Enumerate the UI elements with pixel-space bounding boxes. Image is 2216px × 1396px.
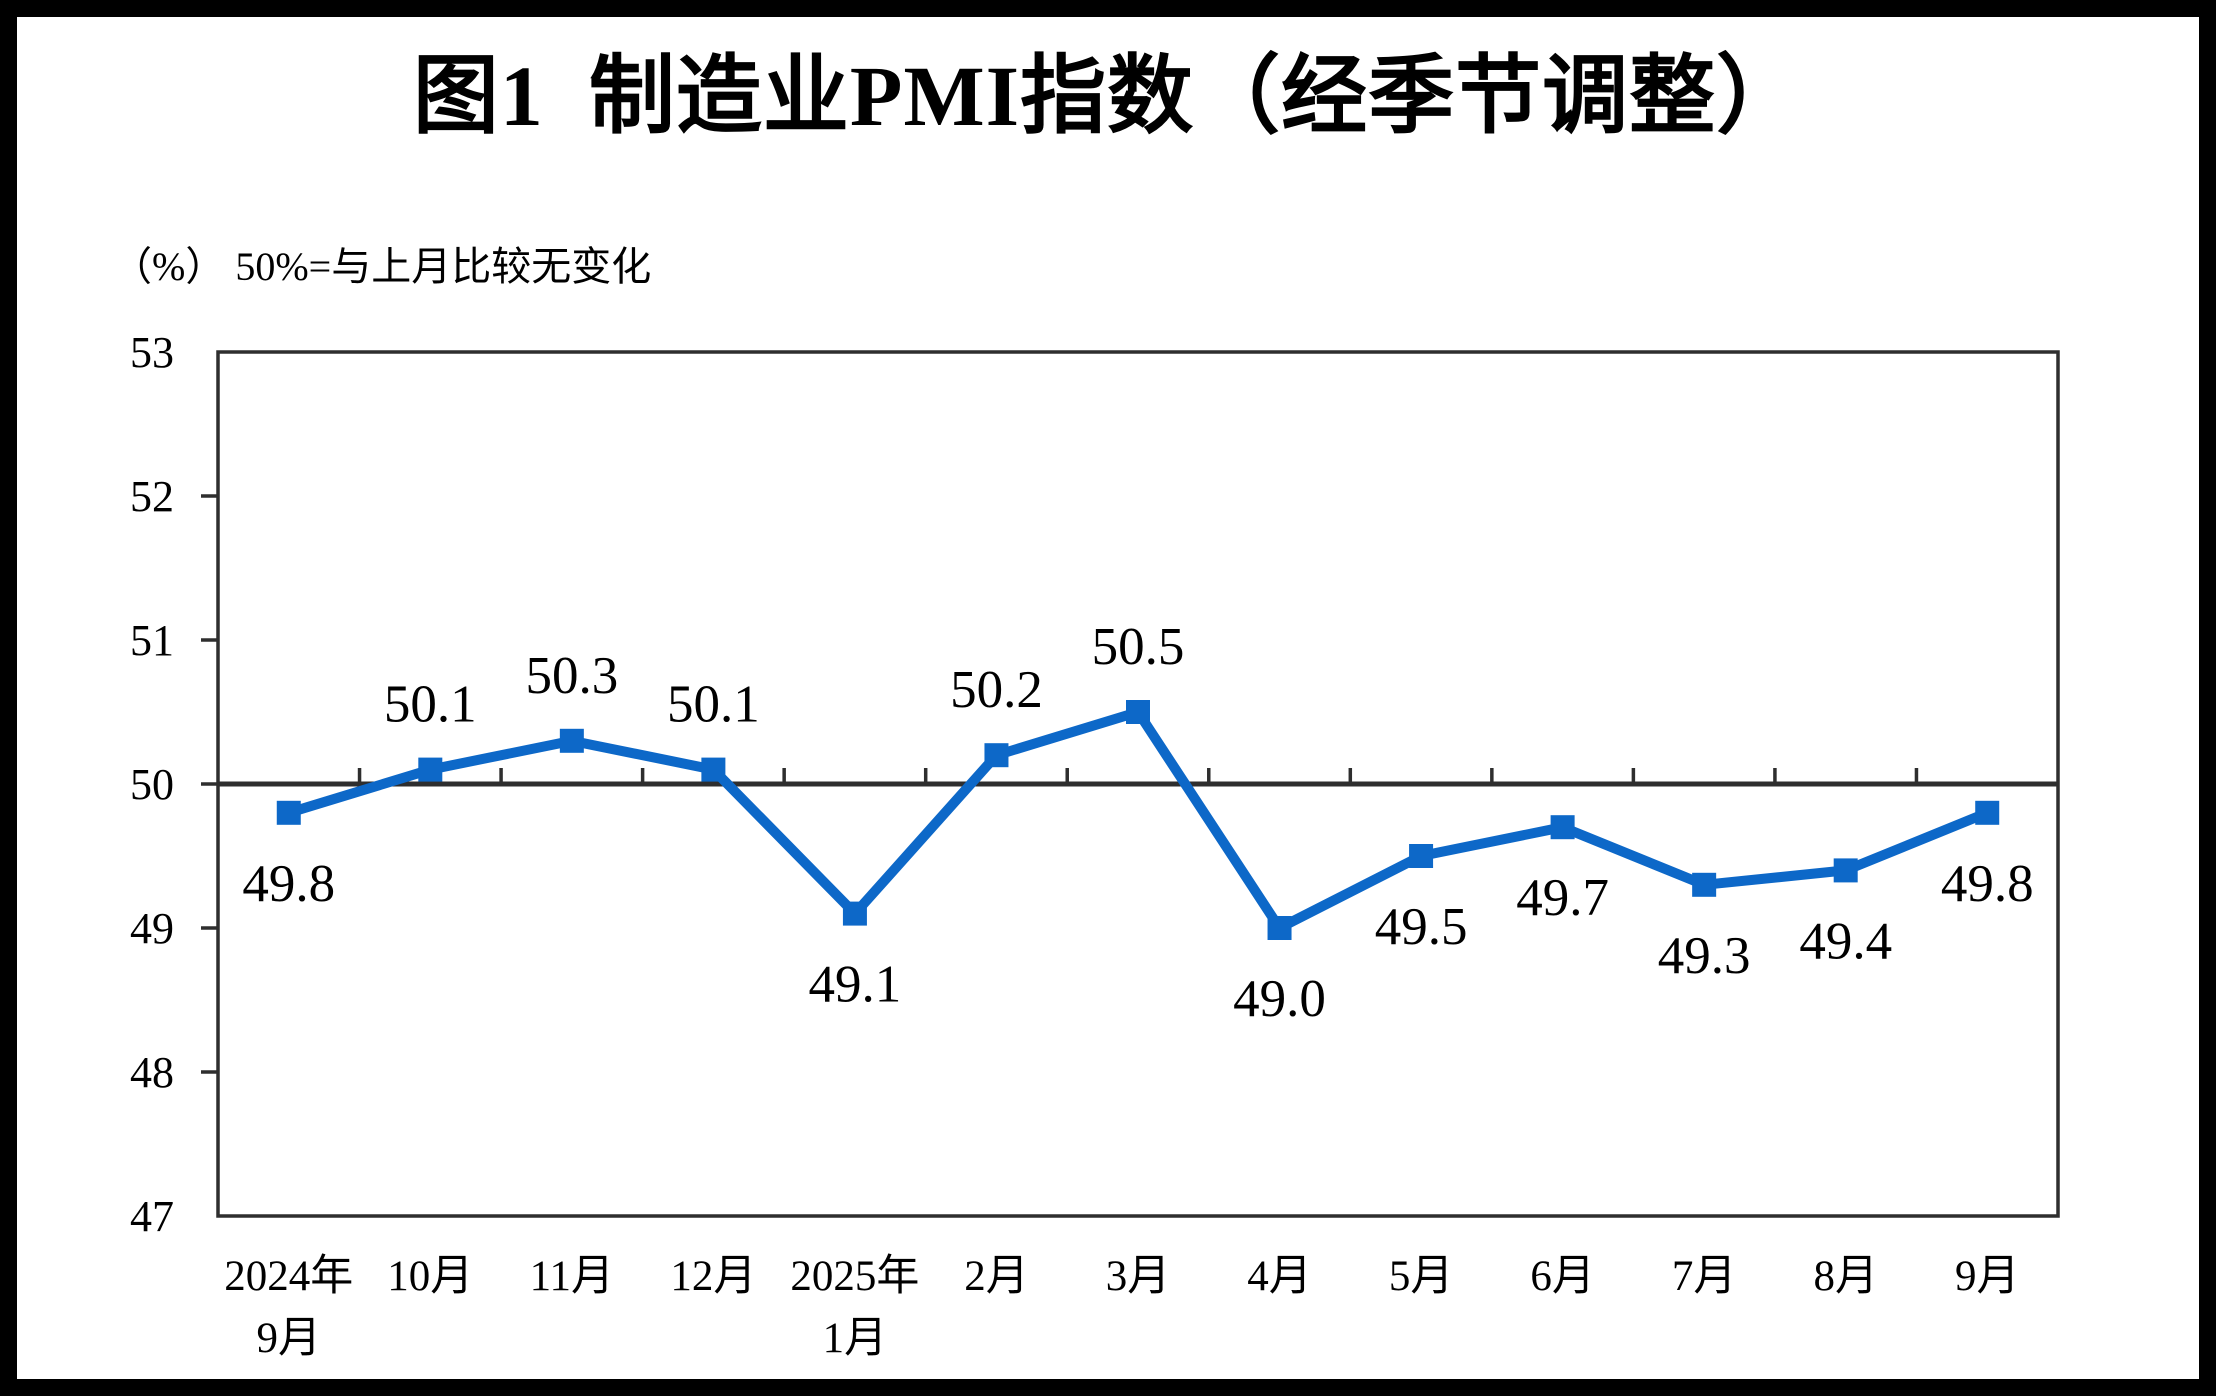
x-axis-label: 2025年	[790, 1253, 919, 1300]
data-point-label: 50.2	[950, 661, 1043, 719]
y-axis-label: 49	[130, 904, 174, 953]
y-axis-label: 48	[130, 1048, 174, 1097]
data-point-marker	[1692, 872, 1717, 897]
x-axis-label: 11月	[530, 1253, 614, 1300]
data-point-label: 49.7	[1516, 869, 1609, 927]
data-point-label: 49.4	[1799, 912, 1892, 970]
data-point-label: 50.1	[384, 676, 477, 734]
data-point-marker	[276, 800, 301, 825]
x-axis-label: 9月	[1955, 1253, 2020, 1300]
y-axis-label: 51	[130, 616, 174, 665]
data-point-marker	[1550, 815, 1575, 840]
data-point-label: 50.5	[1092, 618, 1185, 676]
data-point-marker	[418, 757, 443, 782]
data-point-label: 49.0	[1233, 970, 1326, 1028]
x-axis-label: 10月	[387, 1253, 473, 1300]
data-point-marker	[842, 901, 867, 926]
data-point-marker	[701, 757, 726, 782]
y-axis-label: 50	[130, 760, 174, 809]
x-axis-label: 4月	[1247, 1253, 1312, 1300]
x-axis-label: 5月	[1389, 1253, 1454, 1300]
pmi-line	[287, 706, 1990, 935]
data-point-label: 49.3	[1658, 927, 1751, 985]
x-axis-label: 12月	[670, 1253, 756, 1300]
data-point-marker	[559, 728, 584, 753]
x-axis-label: 6月	[1530, 1253, 1595, 1300]
chart-title: 图1 制造业PMI指数（经季节调整）	[412, 48, 1804, 144]
x-axis-label: 8月	[1813, 1253, 1878, 1300]
data-point-marker	[1409, 844, 1434, 868]
x-axis-label: 2024年	[224, 1253, 353, 1300]
data-point-label: 49.5	[1375, 898, 1468, 956]
data-point-marker	[1267, 916, 1292, 940]
x-axis-label: 7月	[1672, 1253, 1737, 1300]
data-point-label: 49.8	[1941, 855, 2034, 913]
y-axis-label: 47	[130, 1192, 174, 1241]
x-axis-label: 2月	[964, 1253, 1029, 1300]
x-axis-label: 3月	[1106, 1253, 1171, 1300]
x-axis-label: 1月	[823, 1315, 888, 1362]
data-point-label: 50.1	[667, 676, 760, 734]
chart-unit-note: （%） 50%=与上月比较无变化	[112, 244, 652, 289]
y-axis-label: 52	[130, 472, 174, 521]
data-point-label: 49.1	[809, 956, 902, 1014]
data-point-marker	[1126, 700, 1150, 724]
data-point-marker	[984, 743, 1009, 768]
data-point-marker	[1975, 800, 2000, 825]
x-axis-label: 9月	[257, 1315, 322, 1362]
data-point-label: 49.8	[242, 855, 335, 913]
data-point-label: 50.3	[525, 647, 618, 705]
y-axis-label: 53	[130, 328, 174, 377]
data-point-marker	[1833, 858, 1858, 883]
